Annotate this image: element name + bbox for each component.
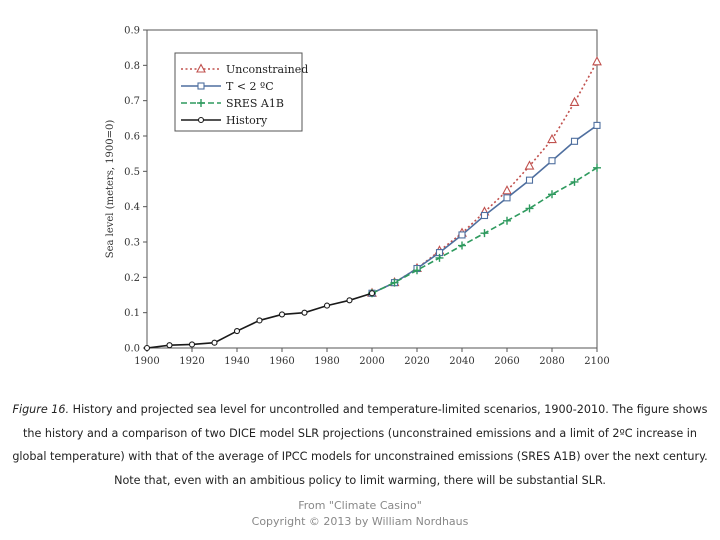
x-tick-label: 2040 — [449, 356, 474, 367]
data-point — [593, 163, 601, 172]
x-tick-label: 2020 — [404, 356, 429, 367]
data-point — [502, 185, 512, 195]
data-point — [570, 177, 579, 186]
x-tick-label: 2100 — [584, 356, 609, 367]
x-tick-label: 1900 — [134, 356, 159, 367]
data-point — [346, 297, 353, 304]
x-tick-label: 2080 — [539, 356, 564, 367]
chart-axes: 0.0 0.1 0.2 0.3 0.4 0.5 0.6 0.7 0.8 0.9 1900 1920 19… — [105, 26, 610, 368]
data-point — [390, 278, 399, 287]
data-point — [593, 121, 601, 129]
data-point — [524, 160, 535, 170]
y-tick-label: 0.1 — [124, 308, 140, 319]
legend-marker — [197, 82, 205, 90]
x-tick-label: 2000 — [359, 356, 384, 367]
data-point — [413, 266, 421, 275]
data-point — [570, 137, 579, 145]
data-point — [480, 229, 489, 238]
data-point — [211, 339, 218, 346]
y-tick-label: 0.2 — [124, 273, 140, 284]
legend-entry: T < 2 ºC — [181, 80, 274, 93]
legend-box — [174, 52, 303, 132]
y-tick-label: 0.8 — [124, 61, 140, 72]
data-point — [278, 311, 286, 318]
legend-label: T < 2 ºC — [226, 80, 274, 93]
legend-entry: Unconstrained — [181, 63, 308, 76]
data-point — [301, 309, 308, 316]
copyright-credit: From "Climate Casino" Copyright © 2013 b… — [210, 498, 510, 530]
data-point — [458, 241, 466, 250]
legend-entry: SRES A1B — [181, 97, 284, 110]
data-point — [548, 190, 556, 199]
data-point — [143, 344, 151, 352]
y-tick-label: 0.3 — [124, 238, 140, 249]
data-point — [256, 317, 263, 324]
x-tick-label: 2060 — [494, 356, 519, 367]
data-point — [525, 204, 534, 213]
y-tick-label: 0.4 — [124, 202, 140, 213]
caption-lead: Figure 16. — [12, 403, 70, 416]
data-point — [368, 290, 376, 297]
caption-text: History and projected sea level for unco… — [12, 403, 708, 487]
legend-marker — [196, 63, 206, 73]
y-axis-label: Sea level (meters, 1900=0) — [105, 120, 116, 259]
series-history — [143, 290, 376, 352]
y-tick-label: 0.9 — [124, 26, 140, 37]
series-unconstrained — [367, 56, 602, 297]
x-tick-label: 1960 — [269, 356, 294, 367]
data-point — [548, 157, 556, 165]
data-point — [435, 253, 444, 262]
series-line — [371, 61, 598, 294]
data-point — [480, 211, 489, 220]
x-tick-label: 1980 — [314, 356, 339, 367]
legend-entry: History — [181, 114, 268, 127]
data-point — [503, 194, 511, 202]
y-tick-label: 0.5 — [124, 167, 140, 178]
sea-level-chart: 0.0 0.1 0.2 0.3 0.4 0.5 0.6 0.7 0.8 0.9 1900 1920 19… — [105, 26, 610, 368]
x-tick-label: 1920 — [179, 356, 204, 367]
legend-label: SRES A1B — [226, 97, 284, 110]
legend-label: Unconstrained — [226, 63, 308, 76]
figure-caption: Figure 16. History and projected sea lev… — [10, 398, 710, 492]
data-point — [188, 341, 196, 348]
legend-marker — [197, 116, 205, 124]
legend-label: History — [226, 114, 268, 127]
chart-legend: Unconstrained T < 2 ºC SRES A1B History — [174, 52, 308, 132]
data-point — [458, 231, 466, 239]
data-point — [525, 176, 534, 184]
credit-source: From "Climate Casino" — [298, 499, 422, 512]
data-point — [592, 56, 602, 66]
legend-marker — [197, 99, 205, 107]
y-tick-label: 0.0 — [124, 344, 140, 355]
data-point — [547, 133, 557, 144]
y-tick-label: 0.7 — [124, 96, 140, 107]
credit-copyright: Copyright © 2013 by William Nordhaus — [251, 515, 469, 528]
data-point — [166, 342, 173, 349]
chart-series — [143, 56, 602, 352]
data-point — [323, 302, 331, 309]
data-point — [569, 96, 580, 106]
y-tick-label: 0.6 — [124, 132, 140, 143]
x-tick-label: 1940 — [224, 356, 249, 367]
data-point — [233, 327, 241, 335]
data-point — [503, 216, 511, 225]
